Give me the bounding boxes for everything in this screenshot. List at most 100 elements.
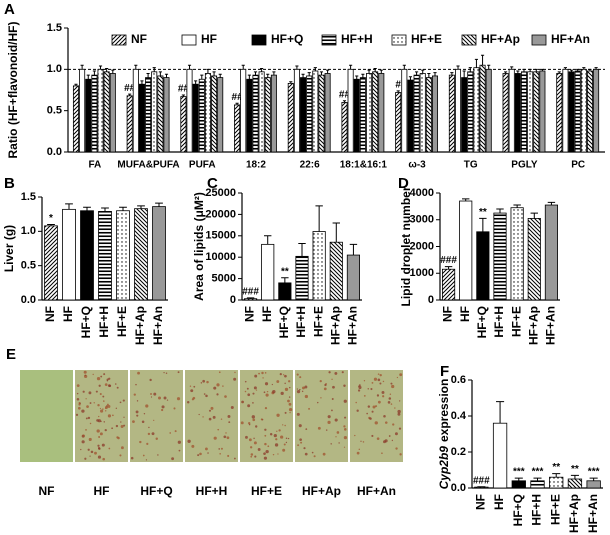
lipid-spot: [264, 434, 267, 437]
y-axis-label-italic: Cyp2b9: [437, 446, 451, 490]
x-tick-label: HF+Q: [475, 306, 489, 338]
bar: [329, 241, 343, 301]
lipid-spot: [76, 384, 80, 387]
lipid-spot: [296, 390, 301, 394]
y-tick-label: 0.0: [451, 482, 466, 494]
error-bar: [479, 217, 487, 232]
lipid-spot: [265, 393, 269, 397]
y-tick-label: 0: [230, 294, 236, 306]
error-bar: [80, 64, 84, 70]
lipid-spot: [296, 388, 298, 390]
legend-label: HF+H: [341, 32, 373, 46]
bar: [407, 79, 414, 153]
lipid-spot: [178, 449, 181, 452]
significance-marker: **: [571, 464, 579, 475]
lipid-spot: [199, 452, 202, 456]
lipid-spot: [284, 374, 287, 378]
error-bar: [589, 477, 598, 481]
lipid-spot: [247, 393, 251, 397]
lipid-spot: [245, 435, 248, 439]
legend-swatch: [461, 34, 477, 46]
error-bar: [552, 473, 561, 478]
lipid-spot: [263, 456, 268, 460]
lipid-spot: [283, 443, 286, 446]
lipid-spot: [262, 377, 264, 379]
legend-swatch: [111, 34, 127, 46]
bar: [116, 210, 130, 301]
lipid-spot: [336, 431, 340, 434]
lipid-spot: [99, 432, 103, 436]
legend-swatch: [251, 34, 267, 46]
y-tick-label: 2000: [410, 240, 434, 252]
lipid-spot: [132, 420, 135, 423]
lipid-spot: [284, 424, 286, 427]
y-tick-label: 0.0: [21, 294, 36, 306]
lipid-spot: [282, 424, 284, 426]
bar: [264, 77, 271, 153]
lipid-spot: [300, 441, 303, 444]
x-tick-label: NF: [474, 494, 488, 510]
error-bar: [540, 68, 544, 71]
lipid-spot: [161, 405, 165, 409]
lipid-spot: [253, 386, 257, 390]
bar: [473, 67, 480, 153]
lipid-spot: [357, 389, 361, 392]
lipid-spot: [104, 383, 108, 386]
error-bar: [83, 206, 91, 211]
lipid-spot: [244, 390, 247, 393]
lipid-spot: [189, 385, 192, 387]
lipid-spot: [82, 434, 85, 437]
lipid-spot: [234, 371, 236, 374]
bar: [306, 75, 313, 153]
y-tick-label: 1.0: [21, 225, 36, 237]
lipid-spot: [123, 416, 125, 418]
bar: [278, 282, 292, 301]
x-tick-label: 18:2: [246, 160, 266, 171]
lipid-spot: [82, 390, 85, 393]
error-bar: [342, 100, 347, 103]
error-bar: [415, 71, 419, 76]
lipid-spot: [84, 457, 87, 460]
lipid-spot: [219, 452, 221, 455]
bar: [556, 73, 563, 153]
error-bar: [111, 69, 115, 74]
lipid-spot: [276, 430, 278, 432]
x-tick-label: HF+An: [586, 494, 600, 533]
bar: [476, 231, 490, 301]
x-tick-label: NF: [441, 306, 455, 322]
lipid-spot: [343, 446, 346, 448]
lipid-spot: [381, 391, 385, 394]
bar: [211, 75, 218, 153]
micrograph: [20, 370, 73, 462]
significance-marker: ##: [232, 92, 244, 103]
error-bar: [462, 198, 470, 202]
lipid-spot: [379, 382, 382, 385]
error-bar: [594, 67, 598, 70]
bar: [261, 243, 275, 301]
lipid-spot: [372, 405, 376, 409]
error-bar: [367, 69, 371, 74]
lipid-spot: [99, 407, 102, 410]
lipid-spot: [244, 380, 247, 383]
lipid-spot: [355, 401, 357, 404]
error-bar: [513, 204, 521, 208]
lipid-spot: [202, 416, 204, 418]
lipid-spot: [136, 414, 139, 417]
error-bar: [427, 72, 431, 78]
bar: [539, 70, 546, 153]
x-tick-label: HF: [260, 306, 274, 322]
lipid-spot: [398, 400, 401, 402]
bar: [533, 71, 540, 153]
lipid-spot: [119, 454, 122, 457]
lipid-spot: [252, 392, 255, 395]
lipid-spot: [158, 396, 162, 400]
x-tick-label: HF: [458, 306, 472, 322]
lipid-spot: [303, 447, 306, 450]
bar: [431, 75, 439, 153]
lipid-spot: [147, 432, 151, 436]
bar: [72, 85, 79, 153]
error-bar: [241, 64, 245, 70]
lipid-spot: [271, 383, 273, 386]
lipid-spot: [108, 377, 111, 380]
